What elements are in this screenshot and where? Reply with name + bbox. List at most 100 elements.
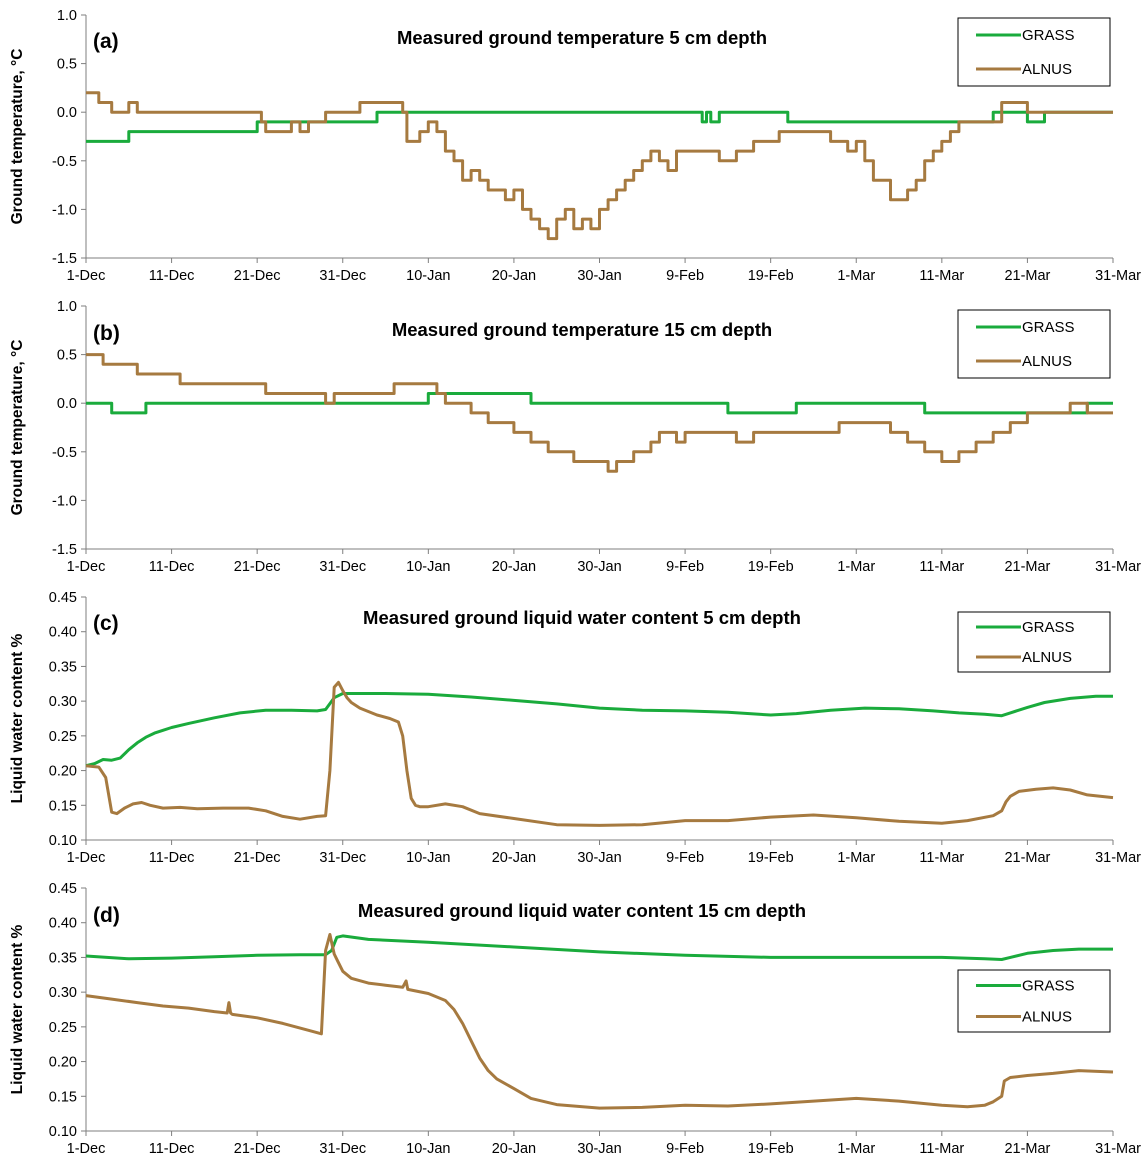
y-tick-label: 0.5: [57, 348, 77, 364]
x-tick-label: 9-Feb: [666, 850, 704, 866]
panel-label: (d): [93, 904, 120, 927]
x-tick-label: 11-Dec: [149, 850, 195, 866]
x-tick-label: 11-Dec: [149, 1141, 195, 1157]
y-tick-label: 1.0: [57, 299, 77, 315]
legend: GRASS ALNUS: [957, 17, 1111, 87]
chart-title: Measured ground temperature 15 cm depth: [392, 319, 772, 340]
x-tick-label: 9-Feb: [666, 559, 704, 575]
x-tick-label: 31-Mar: [1095, 1141, 1141, 1157]
legend-label-grass: GRASS: [1022, 319, 1075, 336]
x-tick-label: 19-Feb: [748, 559, 794, 575]
x-tick-label: 21-Dec: [234, 559, 281, 575]
x-tick-label: 10-Jan: [406, 850, 450, 866]
y-axis-label: Liquid water content %: [9, 633, 26, 803]
x-tick-label: 1-Mar: [837, 268, 875, 284]
x-tick-label: 11-Dec: [149, 268, 195, 284]
x-tick-label: 10-Jan: [406, 559, 450, 575]
x-tick-label: 19-Feb: [748, 1141, 794, 1157]
series-line-alnus: [86, 353, 1113, 473]
y-tick-label: -1.5: [52, 251, 77, 267]
x-tick-label: 30-Jan: [577, 850, 621, 866]
legend-box: [957, 611, 1111, 673]
y-tick-label: 0.10: [49, 833, 77, 849]
x-tick-label: 31-Mar: [1095, 559, 1141, 575]
x-tick-label: 11-Mar: [919, 1141, 964, 1157]
legend-box: [957, 17, 1111, 87]
x-tick-label: 21-Dec: [234, 1141, 281, 1157]
x-tick-label: 1-Dec: [67, 268, 106, 284]
legend-label-alnus: ALNUS: [1022, 61, 1072, 78]
x-tick-label: 10-Jan: [406, 268, 450, 284]
y-tick-label: 0.45: [49, 590, 77, 606]
x-tick-label: 21-Dec: [234, 268, 281, 284]
chart-title: Measured ground liquid water content 15 …: [358, 900, 806, 921]
chart-panel-d: 0.10 0.15 0.20 0.25 0.30 0.35 0.40 0.45 1-Dec 11-…: [9, 881, 1141, 1157]
legend-label-alnus: ALNUS: [1022, 353, 1072, 370]
x-tick-label: 1-Dec: [67, 1141, 106, 1157]
y-axis-label: Ground temperature, °C: [9, 340, 26, 516]
x-tick-label: 21-Dec: [234, 850, 281, 866]
y-tick-label: -1.0: [52, 493, 77, 509]
x-tick-label: 11-Mar: [919, 850, 964, 866]
x-tick-label: 31-Mar: [1095, 268, 1141, 284]
x-tick-label: 30-Jan: [577, 1141, 621, 1157]
x-tick-label: 20-Jan: [492, 559, 536, 575]
chart-title: Measured ground liquid water content 5 c…: [363, 607, 801, 628]
y-tick-label: 0.0: [57, 105, 77, 121]
y-tick-label: 1.0: [57, 8, 77, 24]
x-tick-label: 11-Mar: [919, 268, 964, 284]
y-tick-label: 0.35: [49, 659, 77, 675]
legend: GRASS ALNUS: [957, 309, 1111, 379]
x-tick-label: 21-Mar: [1004, 1141, 1050, 1157]
x-tick-label: 1-Mar: [837, 1141, 875, 1157]
chart-title: Measured ground temperature 5 cm depth: [397, 27, 767, 48]
legend: GRASS ALNUS: [957, 969, 1111, 1033]
chart-panel-b: -1.5 -1.0 -0.5 0.0 0.5 1.0 1-Dec 11-Dec 21-Dec 31…: [9, 299, 1141, 575]
y-tick-label: 0.5: [57, 57, 77, 73]
y-tick-label: 0.35: [49, 950, 77, 966]
x-tick-label: 20-Jan: [492, 1141, 536, 1157]
series-line-grass: [85, 692, 1113, 768]
x-tick-label: 31-Dec: [319, 559, 366, 575]
legend-label-alnus: ALNUS: [1022, 1009, 1072, 1026]
y-tick-label: -1.0: [52, 202, 77, 218]
legend: GRASS ALNUS: [957, 611, 1111, 673]
x-tick-label: 31-Dec: [319, 1141, 366, 1157]
x-tick-label: 1-Dec: [67, 850, 106, 866]
x-tick-label: 21-Mar: [1004, 559, 1050, 575]
y-tick-label: 0.15: [49, 1089, 77, 1105]
x-tick-label: 30-Jan: [577, 559, 621, 575]
y-tick-label: 0.10: [49, 1124, 77, 1140]
y-tick-label: -1.5: [52, 542, 77, 558]
y-tick-label: 0.40: [49, 916, 77, 932]
y-tick-label: 0.40: [49, 625, 77, 641]
panel-label: (b): [93, 322, 120, 345]
y-tick-label: 0.45: [49, 881, 77, 897]
x-tick-label: 31-Dec: [319, 268, 366, 284]
x-tick-label: 19-Feb: [748, 268, 794, 284]
x-tick-label: 21-Mar: [1004, 850, 1050, 866]
y-tick-label: 0.30: [49, 694, 77, 710]
legend-box: [957, 309, 1111, 379]
legend-label-alnus: ALNUS: [1022, 649, 1072, 666]
x-tick-label: 9-Feb: [666, 1141, 704, 1157]
series-line-alnus: [85, 933, 1114, 1110]
x-tick-label: 31-Dec: [319, 850, 366, 866]
y-tick-label: -0.5: [52, 154, 77, 170]
x-tick-label: 21-Mar: [1004, 268, 1050, 284]
y-tick-label: 0.25: [49, 729, 77, 745]
series-line-alnus: [85, 680, 1114, 827]
x-tick-label: 31-Mar: [1095, 850, 1141, 866]
y-tick-label: 0.30: [49, 985, 77, 1001]
x-tick-label: 11-Dec: [149, 559, 195, 575]
panel-label: (c): [93, 612, 119, 635]
y-tick-label: 0.25: [49, 1020, 77, 1036]
chart-panel-c: 0.10 0.15 0.20 0.25 0.30 0.35 0.40 0.45 1-Dec 11-…: [9, 590, 1141, 866]
x-tick-label: 20-Jan: [492, 850, 536, 866]
x-tick-label: 30-Jan: [577, 268, 621, 284]
legend-label-grass: GRASS: [1022, 27, 1075, 44]
y-tick-label: 0.20: [49, 764, 77, 780]
series-line-grass: [86, 110, 1113, 143]
y-tick-label: -0.5: [52, 445, 77, 461]
